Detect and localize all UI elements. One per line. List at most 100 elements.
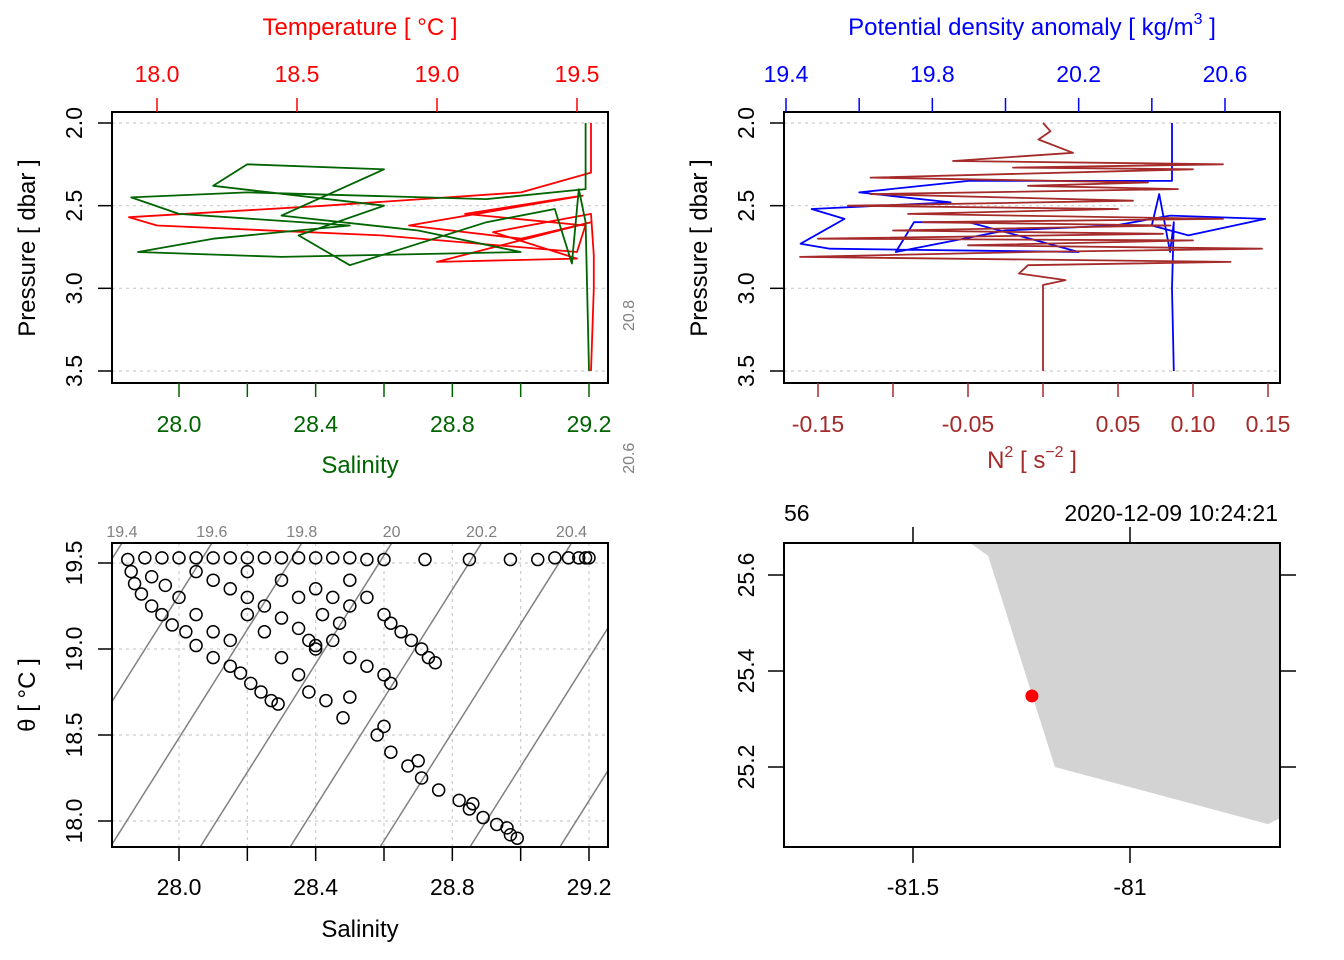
isopycnal-line <box>469 626 608 847</box>
bottom-tick-label: 0.10 <box>1171 411 1216 437</box>
ts-point <box>158 578 173 593</box>
ts-point <box>144 570 159 584</box>
ts-point <box>421 650 436 665</box>
y-tick-label: 3.0 <box>733 272 759 304</box>
ts-point <box>257 625 272 639</box>
ts-point <box>308 642 323 656</box>
ts-point <box>291 621 306 636</box>
ts-point <box>155 607 169 622</box>
salinity-axis-title: Salinity <box>321 452 398 479</box>
isopycnal-line <box>289 543 483 847</box>
ts-point <box>336 711 350 725</box>
ts-points <box>121 551 596 845</box>
lon-tick-label: -81.5 <box>887 874 939 900</box>
lon-tick-label: -81 <box>1113 874 1146 900</box>
ts-point <box>360 659 374 673</box>
ts-point <box>189 638 203 653</box>
y-tick-label: 3.5 <box>733 355 759 387</box>
ts-point <box>343 551 357 565</box>
ts-point <box>561 551 576 565</box>
y-tick-label: 18.5 <box>61 713 87 758</box>
y-tick-label: 19.5 <box>61 541 87 586</box>
y-tick-label: 18.0 <box>61 799 87 844</box>
ts-point <box>418 552 432 567</box>
ts-point <box>302 633 316 648</box>
x-tick-label: 28.4 <box>293 874 338 900</box>
isopycnal-line <box>199 543 393 847</box>
ts-point <box>240 551 255 565</box>
ts-point <box>343 690 357 704</box>
pressure-axis-title: Pressure [ dbar ] <box>14 159 41 336</box>
ts-point <box>271 697 285 711</box>
plot-frame <box>111 542 609 848</box>
ts-point <box>377 552 391 567</box>
y-tick-label: 2.0 <box>61 107 87 139</box>
bottom-tick-label: -0.05 <box>942 411 994 437</box>
ts-point <box>319 693 333 708</box>
ts-point <box>121 552 135 567</box>
ts-point <box>274 551 289 565</box>
ts-point <box>189 607 203 622</box>
bottom-tick-label: 0.15 <box>1246 411 1291 437</box>
y-tick-label: 2.5 <box>733 190 759 222</box>
ts-point <box>370 728 384 742</box>
bottom-tick-label: 28.4 <box>293 411 338 437</box>
ts-point <box>240 590 255 605</box>
ts-point <box>503 552 518 567</box>
ts-point <box>223 659 237 673</box>
isopycnal-label: 19.4 <box>106 524 137 541</box>
top-tick-label: 19.0 <box>415 61 460 87</box>
ts-point <box>138 551 152 565</box>
ts-point <box>360 590 374 605</box>
plot-frame <box>783 111 1281 384</box>
ts-point <box>332 616 347 630</box>
theta-axis-title: θ [ °C ] <box>14 658 41 732</box>
bottom-tick-label: 0.05 <box>1096 411 1141 437</box>
y-tick-label: 3.5 <box>61 355 87 387</box>
y-tick-label: 2.0 <box>733 107 759 139</box>
ts-salinity-axis-title: Salinity <box>321 916 398 943</box>
ts-point <box>189 551 203 565</box>
ts-point <box>302 685 316 699</box>
ts-point <box>326 551 340 565</box>
series-line-potential-density-anomaly <box>799 123 1267 372</box>
isopycnal-line <box>559 769 608 847</box>
ts-point <box>291 551 306 565</box>
ts-point <box>257 599 272 613</box>
ts-point <box>254 685 268 699</box>
ts-point <box>326 633 340 648</box>
y-tick-label: 2.5 <box>61 190 87 222</box>
y-tick-label: 3.0 <box>61 272 87 304</box>
ts-point <box>510 831 524 845</box>
ts-point <box>274 611 289 625</box>
ts-point <box>476 810 490 825</box>
ts-point <box>343 599 357 613</box>
ts-point <box>274 650 289 665</box>
ts-point <box>274 573 289 587</box>
ts-point <box>124 564 138 579</box>
ts-point <box>462 552 477 567</box>
isopycnal-label: 19.6 <box>196 524 227 541</box>
ts-point <box>431 783 446 797</box>
ts-point <box>240 607 255 622</box>
ts-point <box>503 828 518 842</box>
x-tick-label: 28.0 <box>157 874 202 900</box>
top-tick-label: 20.2 <box>1056 61 1101 87</box>
map-frame <box>783 542 1281 848</box>
bottom-tick-label: 28.0 <box>157 411 202 437</box>
ts-point <box>165 618 179 632</box>
x-tick-label: 28.8 <box>430 874 475 900</box>
ts-point <box>428 656 442 670</box>
ts-point <box>206 551 220 565</box>
pressure-axis-title-2: Pressure [ dbar ] <box>686 159 713 336</box>
n2-axis-title: N2 [ s−2 ] <box>987 444 1077 474</box>
ts-point <box>264 693 278 708</box>
top-tick-label: 19.4 <box>764 61 809 87</box>
isopycnal-label: 20.2 <box>466 524 497 541</box>
x-tick-label: 29.2 <box>567 874 612 900</box>
isopycnal-line <box>112 543 213 703</box>
ts-point <box>257 551 272 565</box>
ts-point <box>206 573 220 587</box>
ts-point <box>452 793 466 808</box>
